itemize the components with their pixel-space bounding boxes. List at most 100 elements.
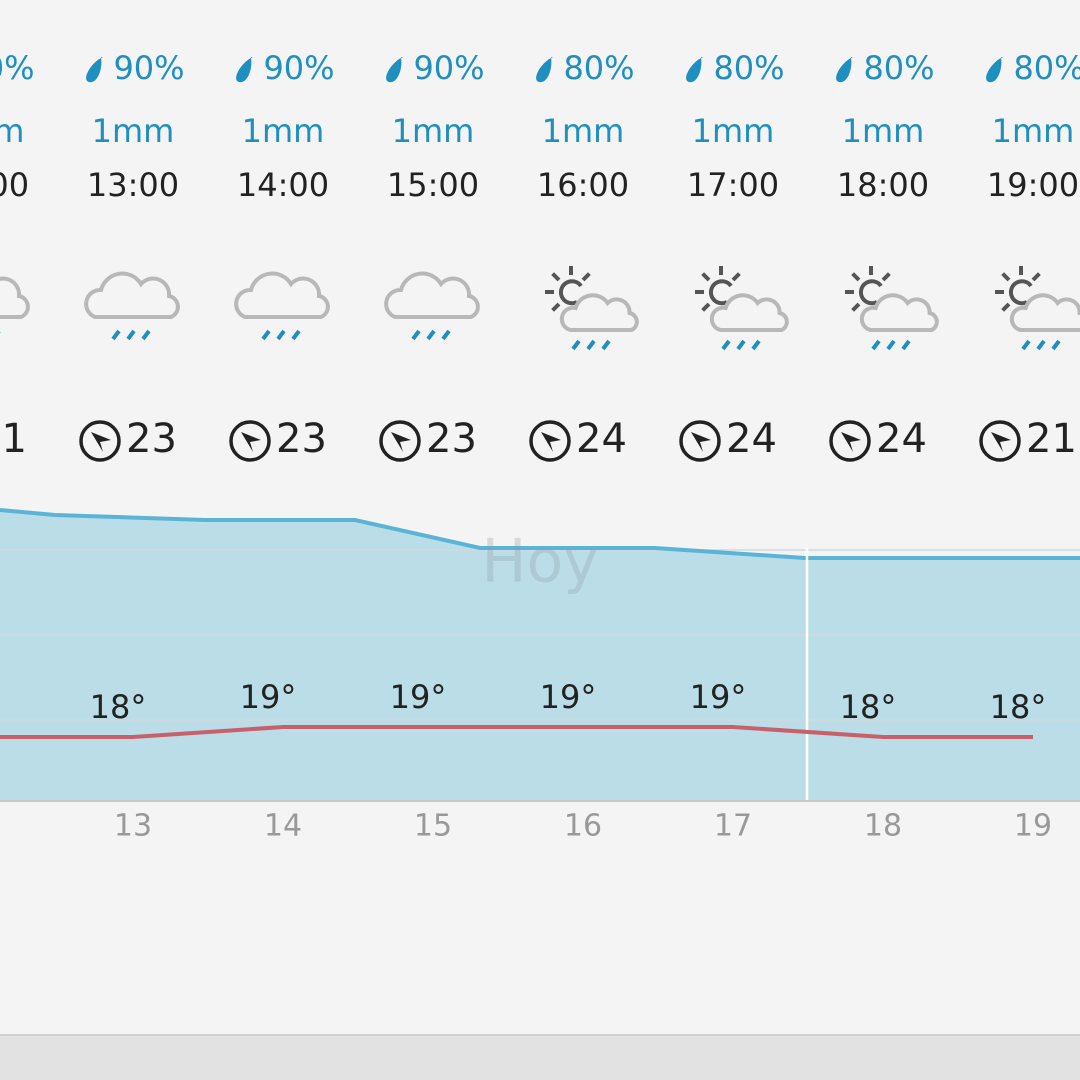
x-axis-label: 14 (264, 809, 302, 844)
rain-drop (601, 339, 611, 351)
sun-arc (859, 279, 883, 306)
wind-icon (829, 420, 871, 462)
sun-ray (1001, 302, 1011, 312)
sun-arc (559, 279, 583, 306)
hour: 12:00 (0, 166, 29, 204)
x-axis-label: 16 (564, 809, 602, 844)
rain-drop (1036, 339, 1046, 351)
rain-drop (721, 339, 731, 351)
rain-drop (751, 339, 761, 351)
sun-ray (881, 272, 891, 282)
drop-icon (836, 57, 853, 83)
wind-icon (229, 420, 271, 462)
wind-speed: 23 (276, 416, 327, 462)
rain-drop (291, 329, 301, 341)
wind-icon (979, 420, 1021, 462)
wind-arrow (91, 432, 111, 452)
cloud-icon (559, 293, 639, 332)
sun-arc (709, 279, 733, 306)
sun-ray (551, 302, 561, 312)
drop-icon (386, 57, 403, 83)
precip-probability: 80% (863, 49, 934, 87)
wind-arrow (241, 432, 261, 452)
x-axis-label: 18 (864, 809, 902, 844)
hour: 14:00 (237, 166, 329, 204)
rain-drop (571, 339, 581, 351)
rain-drop (276, 329, 286, 341)
precip-amount: 1mm (0, 112, 24, 150)
sun-ray (701, 272, 711, 282)
precip-amount: 1mm (992, 112, 1075, 150)
precip-amount: 1mm (392, 112, 475, 150)
sun-ray (851, 272, 861, 282)
wind-icon (379, 420, 421, 462)
cloud-icon (1009, 293, 1080, 332)
precip-probability: 90% (0, 49, 35, 87)
rain-drop (426, 329, 436, 341)
wind-arrow (541, 432, 561, 452)
temperature-label: 18° (990, 688, 1047, 726)
cloud-icon (709, 293, 789, 332)
sun-ray (851, 302, 861, 312)
rain-drop (586, 339, 596, 351)
wind-speed: 21 (1026, 416, 1077, 462)
precip-amount: 1mm (842, 112, 925, 150)
wind-arrow (391, 432, 411, 452)
sun-ray (731, 272, 741, 282)
wind-arrow (841, 432, 861, 452)
wind-icon (529, 420, 571, 462)
sun-ray (701, 302, 711, 312)
temperature-label: 18° (90, 688, 147, 726)
x-axis-label: 13 (114, 809, 152, 844)
wind-speed: 24 (576, 416, 627, 462)
temperature-label: 19° (240, 678, 297, 716)
hour: 13:00 (87, 166, 179, 204)
drop-icon (236, 57, 253, 83)
drop-icon (986, 57, 1003, 83)
x-axis-label: 15 (414, 809, 452, 844)
rain-drop (901, 339, 911, 351)
hour: 15:00 (387, 166, 479, 204)
precip-amount: 1mm (242, 112, 325, 150)
precip-amount: 1mm (92, 112, 175, 150)
rain-drop (736, 339, 746, 351)
sun-arc (1009, 279, 1033, 306)
x-axis-label: 19 (1014, 809, 1052, 844)
hour: 16:00 (537, 166, 629, 204)
rain-drop (261, 329, 271, 341)
cloud-icon (0, 276, 30, 319)
hour: 18:00 (837, 166, 929, 204)
rain-drop (111, 329, 121, 341)
hour: 19:00 (987, 166, 1079, 204)
upper-line (0, 508, 1080, 560)
rain-drop (1021, 339, 1031, 351)
cloud-icon (84, 271, 180, 319)
wind-icon (679, 420, 721, 462)
temperature-label: 18° (840, 688, 897, 726)
wind-speed: 23 (126, 416, 177, 462)
hour: 17:00 (687, 166, 779, 204)
temperature-label: 19° (540, 678, 597, 716)
watermark: Hoy (481, 527, 598, 597)
rain-drop (886, 339, 896, 351)
wind-speed: 24 (876, 416, 927, 462)
sun-ray (581, 272, 591, 282)
temperature-label: 19° (390, 678, 447, 716)
wind-arrow (991, 432, 1011, 452)
wind-speed: 21 (0, 416, 27, 462)
precip-probability: 90% (413, 49, 484, 87)
rain-drop (871, 339, 881, 351)
wind-icon (79, 420, 121, 462)
precip-amount: 1mm (692, 112, 775, 150)
precip-probability: 80% (563, 49, 634, 87)
cloud-icon (384, 271, 480, 319)
rain-drop (441, 329, 451, 341)
columns: 90% 1mm 12:00 21 90% 1mm 13:00 23 18° 13 90% 1mm 14:… (0, 49, 1080, 844)
temperature-label: 19° (690, 678, 747, 716)
precip-probability: 90% (263, 49, 334, 87)
x-axis-label: 17 (714, 809, 752, 844)
precip-probability: 80% (1013, 49, 1080, 87)
precip-probability: 90% (113, 49, 184, 87)
